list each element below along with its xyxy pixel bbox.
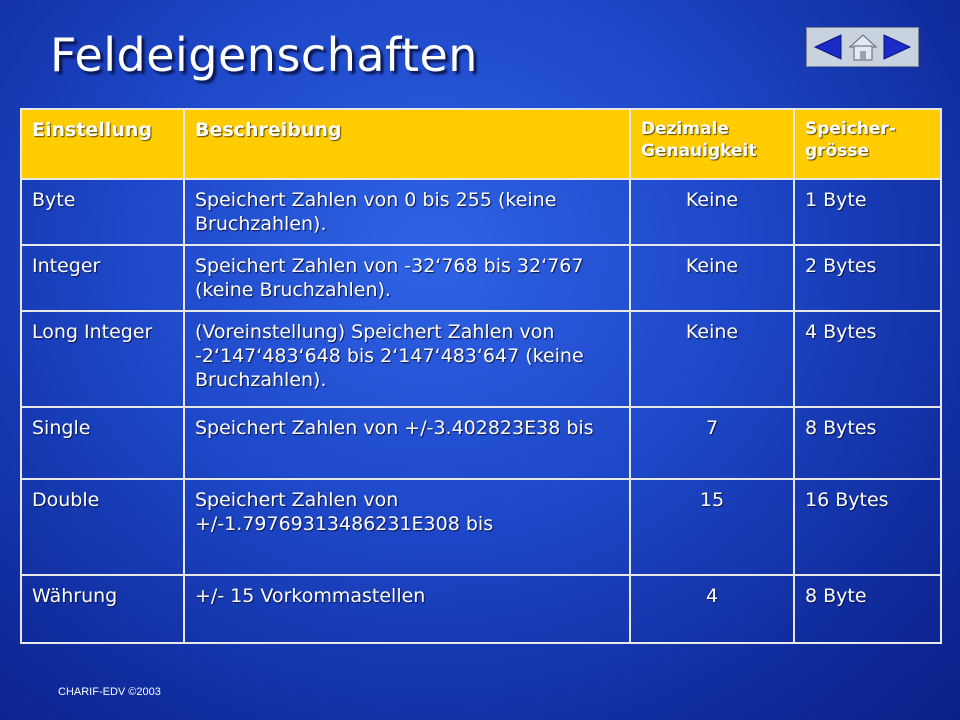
table-header-row: Einstellung Beschreibung Dezimale Genaui… [20,108,942,180]
cell-precision: 15 [629,478,795,576]
table-row: Integer Speichert Zahlen von -32‘768 bis… [20,244,942,312]
table-row: Long Integer (Voreinstellung) Speichert … [20,310,942,408]
table-row: Byte Speichert Zahlen von 0 bis 255 (kei… [20,178,942,246]
cell-precision: Keine [629,244,795,312]
cell-setting: Long Integer [20,310,185,408]
triangle-right-icon [883,34,912,60]
cell-precision: 4 [629,574,795,644]
table-row: Single Speichert Zahlen von +/-3.402823E… [20,406,942,480]
cell-size: 1 Byte [793,178,942,246]
header-dezimale-genauigkeit: Dezimale Genauigkeit [629,108,795,180]
cell-description: Speichert Zahlen von -32‘768 bis 32‘767 … [183,244,631,312]
cell-size: 8 Byte [793,574,942,644]
field-properties-table: Einstellung Beschreibung Dezimale Genaui… [20,108,942,644]
cell-description: +/- 15 Vorkommastellen [183,574,631,644]
footer-copyright: CHARIF-EDV ©2003 [58,686,161,698]
cell-setting: Single [20,406,185,480]
cell-setting: Byte [20,178,185,246]
cell-description: (Voreinstellung) Speichert Zahlen von -2… [183,310,631,408]
previous-slide-button[interactable] [811,31,845,63]
navigation-buttons [806,27,919,67]
cell-description: Speichert Zahlen von 0 bis 255 (keine Br… [183,178,631,246]
table-row: Double Speichert Zahlen von +/-1.7976931… [20,478,942,576]
home-icon [848,34,877,61]
header-speichergroesse: Speicher-grösse [793,108,942,180]
cell-setting: Double [20,478,185,576]
cell-description: Speichert Zahlen von +/-3.402823E38 bis [183,406,631,480]
cell-precision: 7 [629,406,795,480]
cell-setting: Integer [20,244,185,312]
cell-precision: Keine [629,310,795,408]
next-slide-button[interactable] [880,31,914,63]
header-beschreibung: Beschreibung [183,108,631,180]
table-row: Währung +/- 15 Vorkommastellen 4 8 Byte [20,574,942,644]
home-button[interactable] [846,31,880,63]
triangle-left-icon [813,34,842,60]
cell-size: 2 Bytes [793,244,942,312]
cell-setting: Währung [20,574,185,644]
cell-size: 8 Bytes [793,406,942,480]
cell-description: Speichert Zahlen von +/-1.79769313486231… [183,478,631,576]
cell-size: 4 Bytes [793,310,942,408]
slide-title: Feldeigenschaften [50,28,478,82]
header-einstellung: Einstellung [20,108,185,180]
cell-size: 16 Bytes [793,478,942,576]
cell-precision: Keine [629,178,795,246]
